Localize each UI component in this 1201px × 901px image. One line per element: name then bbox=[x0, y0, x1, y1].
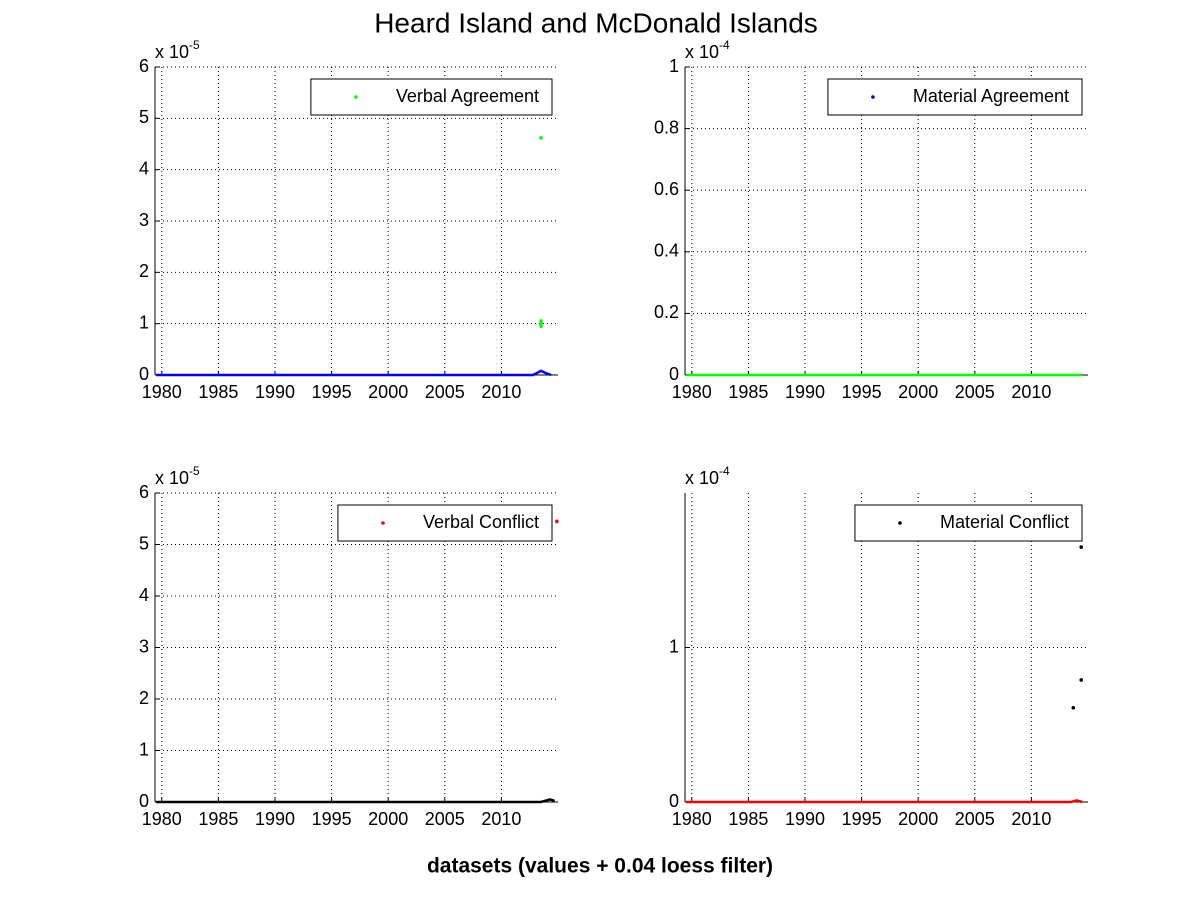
x-tick-label: 2000 bbox=[898, 809, 938, 829]
y-multiplier-base: x 10 bbox=[685, 42, 719, 62]
x-tick-label: 2000 bbox=[368, 382, 408, 402]
data-point bbox=[539, 319, 543, 323]
data-point bbox=[1079, 545, 1084, 549]
y-tick-label: 0.2 bbox=[654, 302, 679, 322]
loess-line bbox=[156, 798, 556, 804]
y-multiplier: x 10-4 bbox=[685, 38, 730, 62]
legend: Material Conflict bbox=[854, 504, 1083, 542]
y-multiplier-base: x 10 bbox=[155, 42, 189, 62]
legend-label: Verbal Agreement bbox=[396, 86, 539, 106]
x-tick-label: 1980 bbox=[672, 382, 712, 402]
legend-marker bbox=[871, 95, 875, 99]
y-tick-label: 0.6 bbox=[654, 179, 679, 199]
legend: Material Agreement bbox=[827, 78, 1083, 116]
y-multiplier-base: x 10 bbox=[155, 468, 189, 488]
x-tick-label: 1985 bbox=[198, 382, 238, 402]
legend: Verbal Conflict bbox=[337, 504, 553, 542]
legend-box bbox=[310, 78, 553, 116]
y-tick-label: 5 bbox=[139, 107, 149, 127]
x-tick-label: 2005 bbox=[955, 809, 995, 829]
x-tick-label: 1985 bbox=[728, 809, 768, 829]
x-tick-label: 2005 bbox=[955, 382, 995, 402]
x-tick-label: 1995 bbox=[312, 809, 352, 829]
loess-line bbox=[686, 799, 1083, 804]
x-tick-label: 1990 bbox=[785, 809, 825, 829]
x-tick-label: 2000 bbox=[368, 809, 408, 829]
y-tick-label: 3 bbox=[139, 210, 149, 230]
y-multiplier: x 10-5 bbox=[155, 38, 200, 62]
y-multiplier-exponent: -4 bbox=[719, 38, 730, 52]
plot-area bbox=[155, 67, 558, 375]
data-point bbox=[539, 321, 543, 326]
figure-title: Heard Island and McDonald Islands bbox=[374, 7, 818, 38]
plot-area bbox=[685, 493, 1088, 802]
legend: Verbal Agreement bbox=[310, 78, 553, 116]
y-multiplier-exponent: -5 bbox=[189, 38, 200, 52]
x-tick-label: 2000 bbox=[898, 382, 938, 402]
loess-line bbox=[156, 369, 552, 377]
x-tick-label: 2010 bbox=[481, 382, 521, 402]
y-multiplier-exponent: -5 bbox=[189, 464, 200, 478]
x-tick-label: 2005 bbox=[425, 382, 465, 402]
data-point bbox=[539, 324, 543, 329]
x-tick-label: 1980 bbox=[142, 382, 182, 402]
y-multiplier: x 10-4 bbox=[685, 464, 730, 488]
plot-area bbox=[685, 67, 1088, 375]
x-tick-label: 1995 bbox=[842, 382, 882, 402]
legend-label: Material Agreement bbox=[913, 86, 1069, 106]
legend-label: Verbal Conflict bbox=[423, 512, 539, 532]
y-tick-label: 0 bbox=[139, 791, 149, 811]
x-tick-label: 1980 bbox=[142, 809, 182, 829]
data-point bbox=[555, 519, 559, 524]
x-tick-label: 2010 bbox=[1011, 809, 1051, 829]
data-point bbox=[539, 136, 543, 140]
x-tick-label: 2005 bbox=[425, 809, 465, 829]
y-tick-label: 4 bbox=[139, 158, 149, 178]
x-tick-label: 1990 bbox=[255, 809, 295, 829]
legend-box bbox=[337, 504, 553, 542]
legend-marker bbox=[898, 521, 902, 525]
y-tick-label: 0.4 bbox=[654, 241, 679, 261]
y-multiplier-exponent: -4 bbox=[719, 464, 730, 478]
y-tick-label: 0 bbox=[669, 364, 679, 384]
legend-marker bbox=[381, 521, 385, 525]
y-tick-label: 5 bbox=[139, 533, 149, 553]
data-point bbox=[1071, 705, 1076, 710]
legend-label: Material Conflict bbox=[940, 512, 1069, 532]
y-tick-label: 6 bbox=[139, 56, 149, 76]
x-axis-label: datasets (values + 0.04 loess filter) bbox=[427, 855, 773, 878]
y-tick-label: 0 bbox=[139, 364, 149, 384]
y-multiplier: x 10-5 bbox=[155, 464, 200, 488]
x-tick-label: 1990 bbox=[255, 382, 295, 402]
x-tick-label: 2010 bbox=[1011, 382, 1051, 402]
y-tick-label: 3 bbox=[139, 636, 149, 656]
plot-area bbox=[155, 493, 558, 802]
x-tick-label: 1995 bbox=[842, 809, 882, 829]
x-tick-label: 1995 bbox=[312, 382, 352, 402]
x-tick-label: 1990 bbox=[785, 382, 825, 402]
y-tick-label: 1 bbox=[669, 56, 679, 76]
y-tick-label: 1 bbox=[139, 739, 149, 759]
x-tick-label: 1985 bbox=[728, 382, 768, 402]
y-tick-label: 1 bbox=[669, 636, 679, 656]
y-tick-label: 0 bbox=[669, 791, 679, 811]
y-tick-label: 4 bbox=[139, 585, 149, 605]
y-tick-label: 1 bbox=[139, 312, 149, 332]
y-multiplier-base: x 10 bbox=[685, 468, 719, 488]
legend-box bbox=[827, 78, 1083, 116]
y-tick-label: 2 bbox=[139, 261, 149, 281]
y-tick-label: 2 bbox=[139, 688, 149, 708]
x-tick-label: 1980 bbox=[672, 809, 712, 829]
y-tick-label: 0.8 bbox=[654, 117, 679, 137]
legend-marker bbox=[354, 95, 358, 99]
x-tick-label: 2010 bbox=[481, 809, 521, 829]
data-point bbox=[1079, 678, 1084, 682]
y-tick-label: 6 bbox=[139, 482, 149, 502]
legend-box bbox=[854, 504, 1083, 542]
x-tick-label: 1985 bbox=[198, 809, 238, 829]
